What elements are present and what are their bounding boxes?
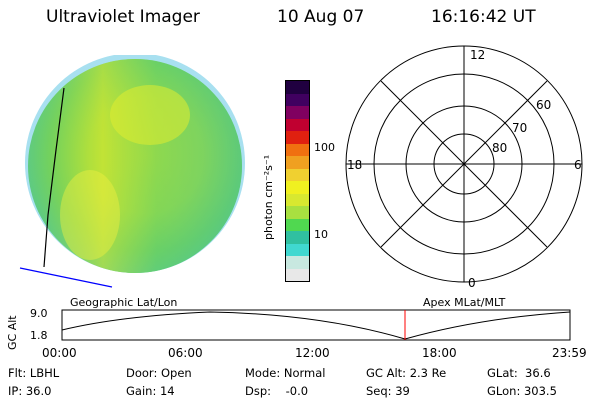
horizon-line bbox=[19, 267, 113, 288]
info-seq: Seq: 39 bbox=[366, 384, 410, 398]
info-ip: IP: 36.0 bbox=[8, 384, 52, 398]
polar-plot: 12 18 6 0 60 70 80 bbox=[345, 45, 583, 290]
mlt-label-right: 6 bbox=[574, 158, 582, 172]
x-tick-1200: 12:00 bbox=[295, 346, 330, 360]
colorbar-segment bbox=[286, 268, 309, 281]
colorbar-segment bbox=[286, 131, 309, 144]
lat-label-80: 80 bbox=[492, 141, 507, 155]
colorbar-tick-10: 10 bbox=[314, 228, 328, 241]
colorbar-segment bbox=[286, 156, 309, 169]
lat-label-60: 60 bbox=[536, 98, 551, 112]
info-flt: Flt: LBHL bbox=[8, 366, 60, 380]
x-tick-0000: 00:00 bbox=[42, 346, 77, 360]
info-dsp: Dsp: -0.0 bbox=[245, 384, 309, 398]
info-door: Door: Open bbox=[126, 366, 192, 380]
header-date: 10 Aug 07 bbox=[277, 7, 365, 27]
info-gain: Gain: 14 bbox=[126, 384, 175, 398]
x-tick-1800: 18:00 bbox=[422, 346, 457, 360]
info-mode: Mode: Normal bbox=[245, 366, 326, 380]
colorbar-segment bbox=[286, 106, 309, 119]
instrument-title: Ultraviolet Imager bbox=[46, 7, 200, 27]
colorbar-segment bbox=[286, 143, 309, 156]
colorbar bbox=[285, 80, 310, 282]
info-glon: GLon: 303.5 bbox=[487, 384, 557, 398]
colorbar-segment bbox=[286, 206, 309, 219]
colorbar-segment bbox=[286, 256, 309, 269]
mlt-label-bottom: 0 bbox=[468, 276, 476, 290]
mlt-label-top: 12 bbox=[470, 48, 485, 62]
colorbar-segment bbox=[286, 193, 309, 206]
colorbar-segment bbox=[286, 181, 309, 194]
colorbar-segment bbox=[286, 231, 309, 244]
y-tick-high: 9.0 bbox=[30, 307, 48, 320]
altitude-curve bbox=[61, 311, 571, 340]
colorbar-tick-100: 100 bbox=[314, 141, 335, 154]
colorbar-segment bbox=[286, 243, 309, 256]
polar-diagonal bbox=[380, 80, 548, 248]
lat-label-70: 70 bbox=[512, 121, 527, 135]
colorbar-segment bbox=[286, 168, 309, 181]
colorbar-segment bbox=[286, 81, 309, 94]
colorbar-segment bbox=[286, 218, 309, 231]
y-tick-low: 1.8 bbox=[30, 329, 48, 342]
terminator-line bbox=[43, 87, 65, 268]
x-tick-2359: 23:59 bbox=[552, 346, 587, 360]
x-tick-0600: 06:00 bbox=[168, 346, 203, 360]
timeline-y-title: GC Alt bbox=[6, 315, 19, 350]
bright-patch bbox=[110, 85, 190, 145]
bright-patch bbox=[60, 170, 120, 260]
timeline-frame bbox=[61, 309, 571, 341]
colorbar-unit-label: photon cm⁻²s⁻¹ bbox=[262, 154, 275, 240]
mlt-label-left: 18 bbox=[347, 158, 362, 172]
colorbar-segment bbox=[286, 93, 309, 106]
timeline-left-title: Geographic Lat/Lon bbox=[70, 296, 178, 309]
colorbar-segment bbox=[286, 118, 309, 131]
timeline-right-title: Apex MLat/MLT bbox=[423, 296, 506, 309]
altitude-timeline bbox=[61, 309, 571, 341]
info-gc-alt: GC Alt: 2.3 Re bbox=[366, 366, 447, 380]
header-time: 16:16:42 UT bbox=[431, 7, 536, 27]
auroral-image-panel bbox=[19, 55, 245, 288]
info-glat: GLat: 36.6 bbox=[487, 366, 551, 380]
